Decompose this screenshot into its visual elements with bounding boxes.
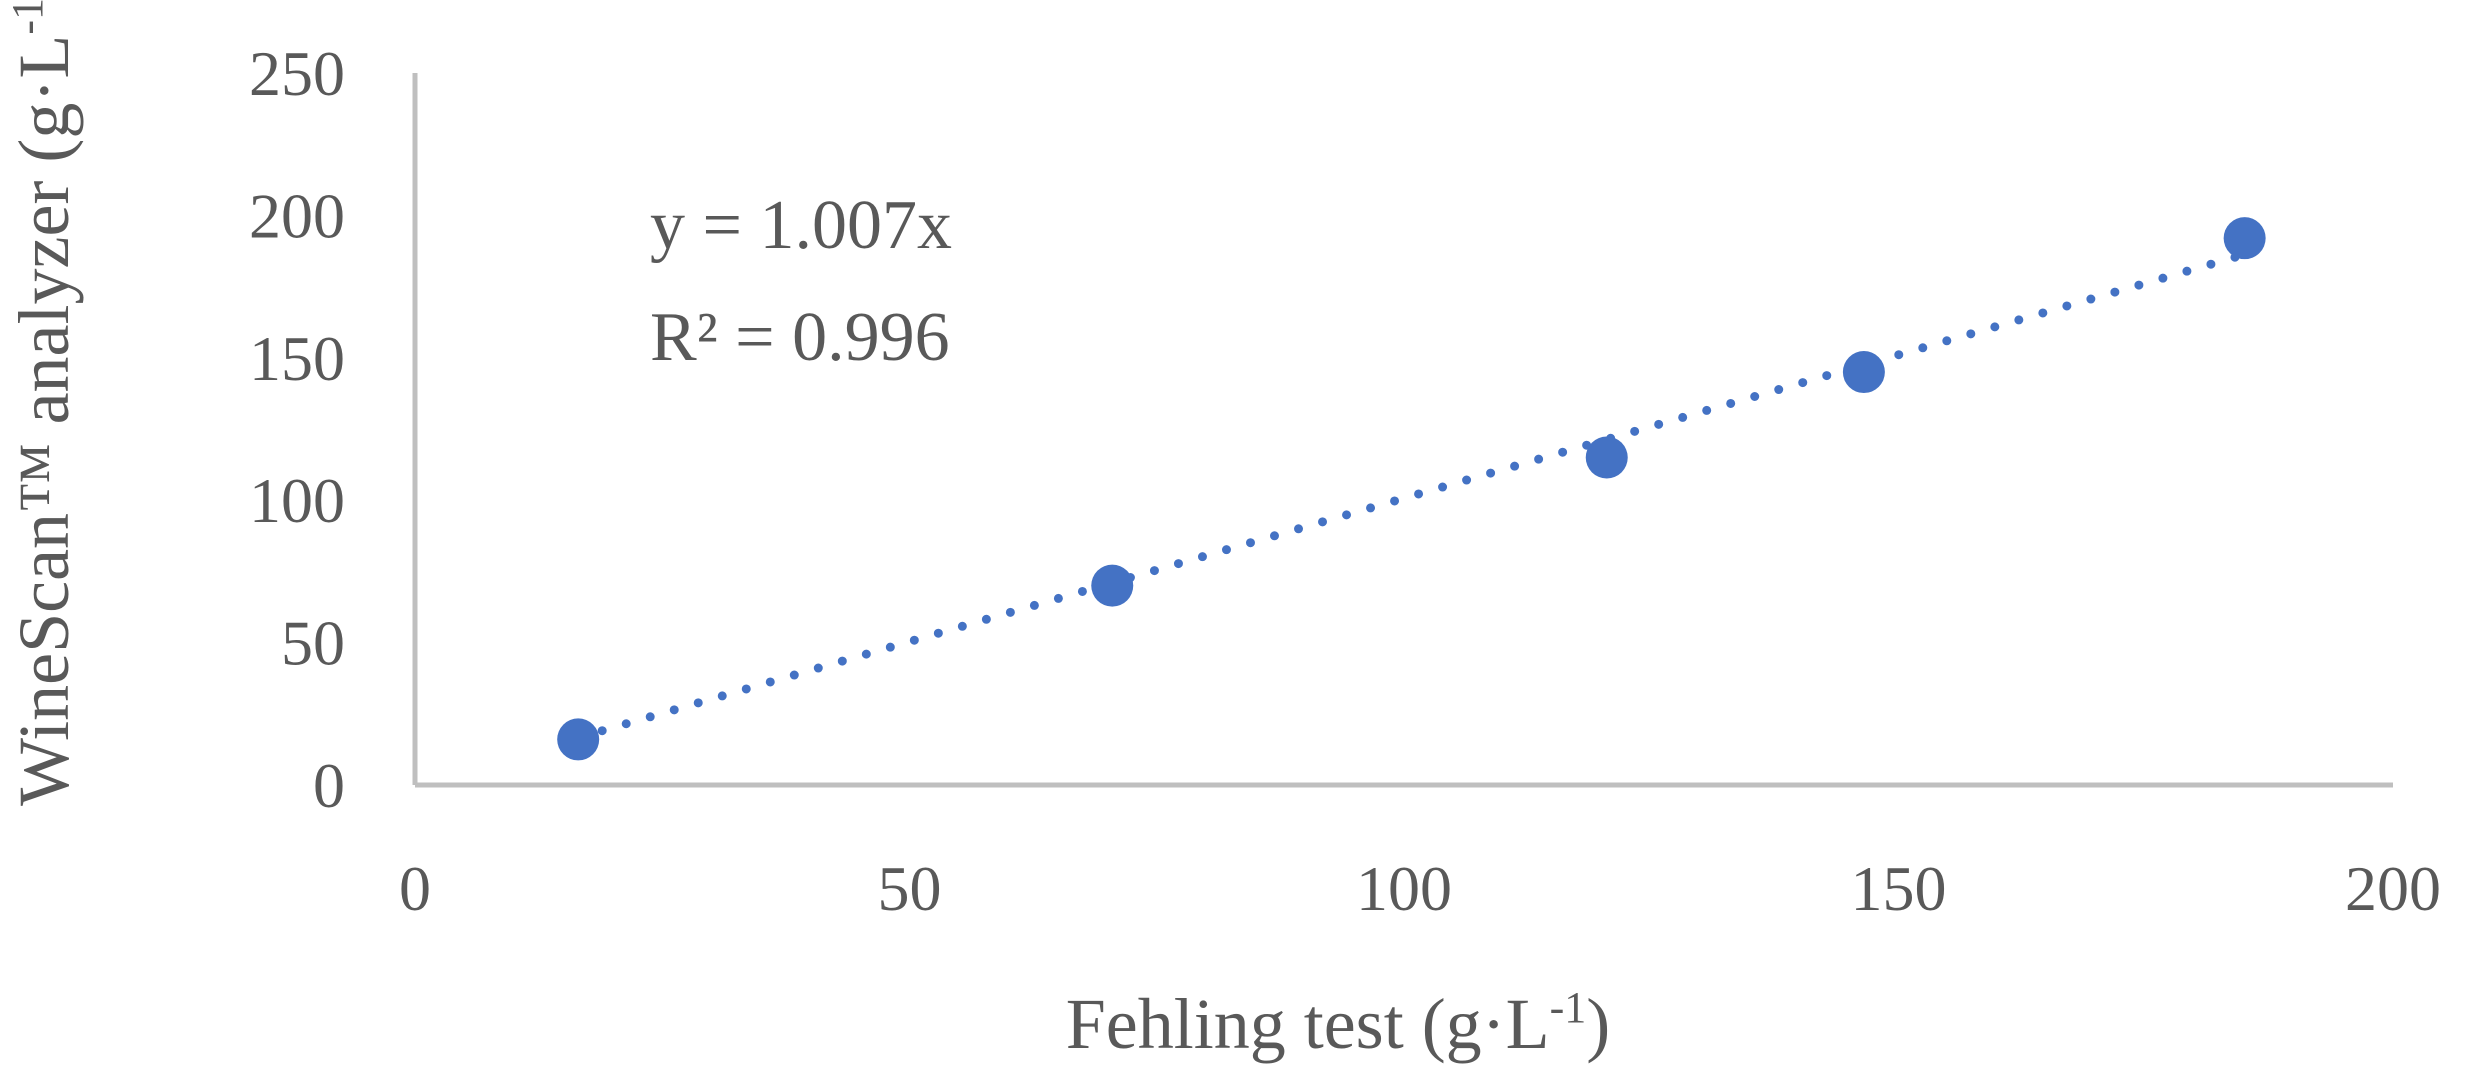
y-axis-title-superscript: -1 (3, 0, 52, 35)
data-points (557, 217, 2266, 761)
y-axis-title-text: WineScan™ analyzer (g·L (4, 35, 84, 806)
x-tick-labels: 0 50 100 150 200 (399, 853, 2441, 924)
data-point (1091, 564, 1134, 607)
trendline (573, 249, 2250, 743)
x-axis-title-superscript: -1 (1550, 983, 1587, 1032)
r-squared-label: R² = 0.996 (650, 299, 950, 376)
data-point (557, 718, 600, 761)
x-axis-title: Fehling test (g·L-1) (1066, 983, 1611, 1064)
y-axis-title: WineScan™ analyzer (g·L-1) (3, 0, 84, 806)
y-tick-labels: 0 50 100 150 200 250 (249, 38, 345, 821)
x-tick-label: 50 (878, 853, 942, 924)
trendline-equation: y = 1.007x (650, 187, 952, 264)
x-axis-title-text: Fehling test (g·L (1066, 984, 1550, 1064)
y-tick-label: 150 (249, 323, 345, 394)
data-point (1842, 351, 1885, 394)
x-tick-label: 150 (1851, 853, 1947, 924)
data-point (1585, 436, 1628, 479)
y-tick-label: 200 (249, 180, 345, 251)
x-tick-label: 200 (2345, 853, 2441, 924)
y-tick-label: 50 (281, 608, 345, 679)
axes (412, 73, 2393, 788)
data-point (2223, 217, 2266, 260)
y-tick-label: 100 (249, 465, 345, 536)
x-tick-label: 0 (399, 853, 431, 924)
y-tick-label: 0 (313, 750, 345, 821)
x-tick-label: 100 (1356, 853, 1452, 924)
y-tick-label: 250 (249, 38, 345, 109)
x-axis-title-tail: ) (1586, 984, 1610, 1064)
